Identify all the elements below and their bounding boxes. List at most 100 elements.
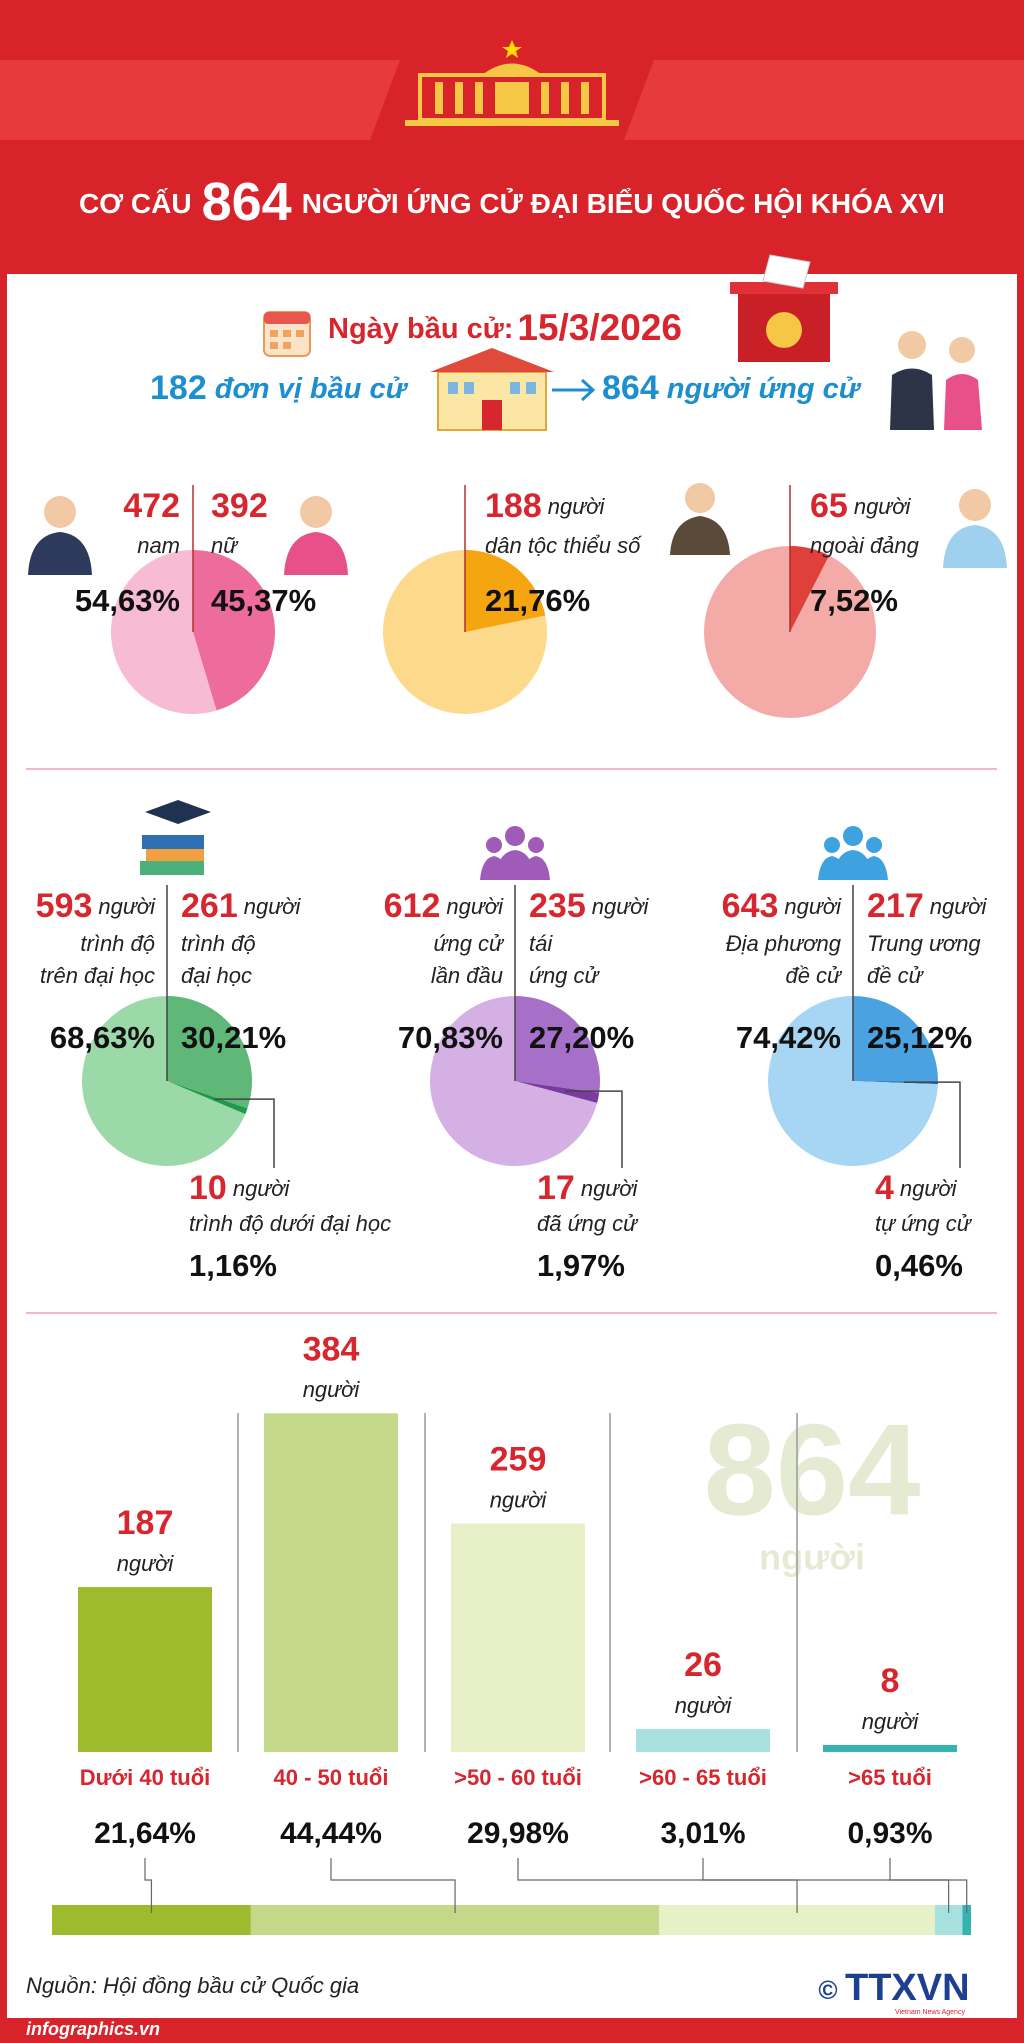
unit: người xyxy=(592,894,650,919)
slice-description: trình độ xyxy=(80,931,155,956)
unit: người xyxy=(548,494,606,519)
slice-description: Địa phương xyxy=(726,931,842,956)
pie xyxy=(81,996,252,1166)
arrow xyxy=(552,378,596,402)
share-label: 21,64% xyxy=(94,1817,196,1850)
pie-slice xyxy=(430,996,598,1166)
title-end: NGƯỜI ỨNG CỬ ĐẠI BIỂU QUỐC HỘI KHÓA XVI xyxy=(302,187,945,219)
footer-band xyxy=(0,2018,1024,2043)
share-label: 44,44% xyxy=(280,1817,382,1850)
count: 261 xyxy=(181,887,238,925)
count: 612 xyxy=(384,887,441,925)
slice-description: trình độ xyxy=(181,931,256,956)
count: 217 xyxy=(867,887,924,925)
count: 643 xyxy=(722,887,779,925)
connector xyxy=(144,1858,153,1913)
count: 235 xyxy=(529,887,586,925)
slice-description: đề cử xyxy=(867,963,925,988)
leader-line xyxy=(564,1090,623,1168)
share-label: 27,20% xyxy=(529,1020,634,1055)
copyright: © xyxy=(818,1975,837,2005)
slice-description: nữ xyxy=(211,533,239,558)
share-label: 45,37% xyxy=(211,583,316,618)
connector xyxy=(517,1858,798,1913)
election-date: Ngày bầu cử: 15/3/2026 xyxy=(328,307,682,348)
category-label: >65 tuổi xyxy=(848,1765,932,1790)
pie-slice xyxy=(790,546,830,632)
title-number: 864 xyxy=(202,172,292,232)
person-icons xyxy=(28,483,1007,880)
share-label: 25,12% xyxy=(867,1020,972,1055)
share-label: 0,46% xyxy=(875,1248,963,1283)
unit: người xyxy=(784,894,842,919)
units-label: đơn vị bầu cử xyxy=(215,373,409,405)
ballot-box-icon xyxy=(730,254,838,362)
count-label: 392 xyxy=(211,487,268,525)
site: infographics.vn xyxy=(26,2019,160,2039)
count-label: 612 người xyxy=(384,887,504,925)
pie-slice xyxy=(110,550,217,714)
logo-subtitle: Vietnam News Agency xyxy=(895,2009,965,2016)
category-label: 40 - 50 tuổi xyxy=(274,1765,389,1790)
bar xyxy=(78,1587,212,1752)
title: CƠ CẤU 864 NGƯỜI ỨNG CỬ ĐẠI BIỂU QUỐC HỘI … xyxy=(79,172,945,232)
connector xyxy=(889,1858,968,1913)
calendar-icon xyxy=(263,311,311,357)
pie xyxy=(110,550,275,714)
bar xyxy=(451,1523,585,1752)
building-icon xyxy=(430,348,554,431)
share-label: 54,63% xyxy=(75,583,180,618)
unit: người xyxy=(854,494,912,519)
candidates-count: 864 xyxy=(602,369,659,407)
header-stripe xyxy=(0,60,400,140)
unit: người xyxy=(233,1176,291,1201)
slice-description: lần đầu xyxy=(431,963,503,988)
slice-description: tái xyxy=(529,931,553,956)
slice-description: ứng cử xyxy=(529,963,601,988)
share-label: 0,93% xyxy=(847,1817,932,1850)
bar-unit: người xyxy=(303,1377,361,1402)
candidates: 864 người ứng cử xyxy=(602,369,862,407)
unit: người xyxy=(98,894,156,919)
candidates-label: người ứng cử xyxy=(667,373,862,405)
category-label: >60 - 65 tuổi xyxy=(639,1765,767,1790)
pie-slice xyxy=(167,1081,248,1115)
count-label: 593 người xyxy=(36,887,156,925)
logo: TTXVN xyxy=(845,1967,970,2009)
slice-description: đã ứng cử xyxy=(537,1211,639,1236)
count: 65 xyxy=(810,487,848,525)
date-value: 15/3/2026 xyxy=(517,307,682,348)
parliament-icon xyxy=(405,40,619,126)
count-label: 188 người xyxy=(485,487,605,525)
slice-description: đề cử xyxy=(785,963,843,988)
count-label: 217 người xyxy=(867,887,987,925)
share-label: 3,01% xyxy=(660,1817,745,1850)
count: 472 xyxy=(123,487,180,525)
share-label: 7,52% xyxy=(810,583,898,618)
unit: người xyxy=(244,894,302,919)
share-label: 21,76% xyxy=(485,583,590,618)
share-label: 68,63% xyxy=(50,1020,155,1055)
bar xyxy=(636,1729,770,1752)
watermark-unit: người xyxy=(759,1537,865,1578)
unit: người xyxy=(446,894,504,919)
share-label: 1,97% xyxy=(537,1248,625,1283)
share-label: 1,16% xyxy=(189,1248,277,1283)
pie-slice xyxy=(515,996,600,1093)
watermark-number: 864 xyxy=(704,1396,921,1542)
date-label: Ngày bầu cử: xyxy=(328,313,513,345)
category-label: >50 - 60 tuổi xyxy=(454,1765,582,1790)
couple-icon xyxy=(890,331,982,430)
slice-description: tự ứng cử xyxy=(875,1211,973,1236)
bar xyxy=(823,1744,957,1752)
share-label: 74,42% xyxy=(736,1020,841,1055)
unit: người xyxy=(930,894,988,919)
pie-slice xyxy=(465,550,546,632)
bar-value: 259 xyxy=(490,1441,547,1479)
count: 392 xyxy=(211,487,268,525)
count: 188 xyxy=(485,487,542,525)
bar-unit: người xyxy=(117,1551,175,1576)
count: 4 xyxy=(875,1169,894,1207)
pie-slice xyxy=(853,996,938,1082)
header-stripe xyxy=(624,60,1024,140)
